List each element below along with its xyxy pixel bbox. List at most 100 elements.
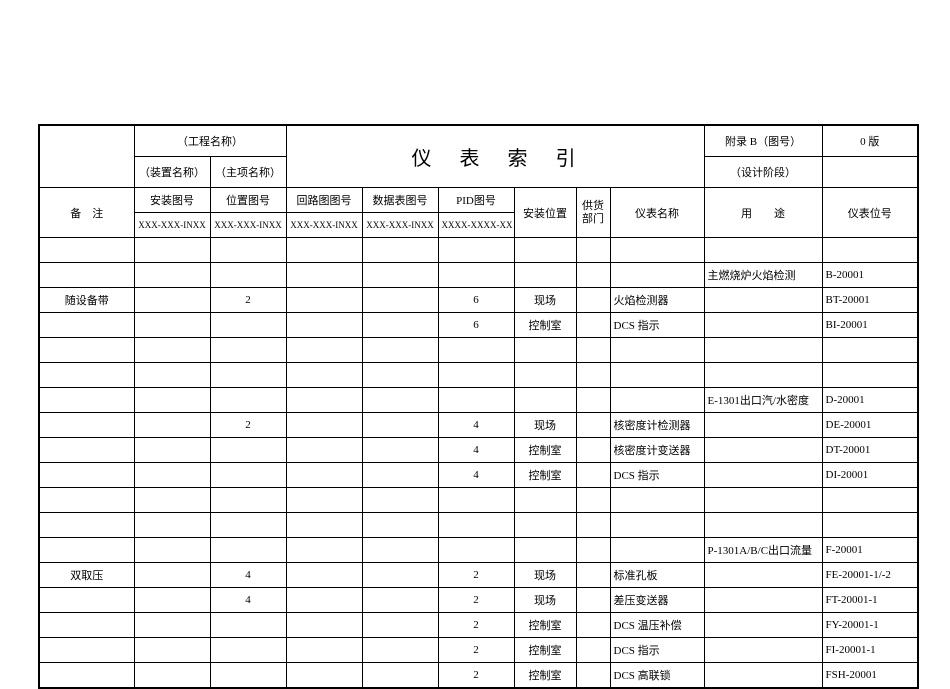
cell [134, 513, 210, 538]
cell [362, 338, 438, 363]
cell [134, 238, 210, 263]
version-label: 0 版 [822, 125, 918, 157]
cell [134, 413, 210, 438]
cell [39, 438, 134, 463]
cell [210, 513, 286, 538]
cell: 控制室 [514, 613, 576, 638]
cell [576, 463, 610, 488]
cell [438, 488, 514, 513]
cell: 现场 [514, 563, 576, 588]
cell [438, 513, 514, 538]
cell [134, 263, 210, 288]
cell [704, 463, 822, 488]
cell [576, 238, 610, 263]
table-row: 主燃烧炉火焰检测B-20001 [39, 263, 918, 288]
cell: BT-20001 [822, 288, 918, 313]
cell: 2 [438, 613, 514, 638]
cell [362, 363, 438, 388]
cell [576, 338, 610, 363]
cell [134, 488, 210, 513]
cell: 4 [438, 463, 514, 488]
cell [610, 238, 704, 263]
cell: 控制室 [514, 638, 576, 663]
cell [134, 538, 210, 563]
cell [704, 238, 822, 263]
cell [210, 613, 286, 638]
table-row: 4控制室DCS 指示DI-20001 [39, 463, 918, 488]
cell: DCS 温压补偿 [610, 613, 704, 638]
cell: 差压变送器 [610, 588, 704, 613]
header-blank-right [822, 157, 918, 188]
cell [134, 663, 210, 689]
cell [822, 363, 918, 388]
cell [210, 363, 286, 388]
instrument-index-table: （工程名称） 仪表索引 附录 B（图号） 0 版 （装置名称） （主项名称） （… [38, 124, 919, 689]
device-name: （装置名称） [134, 157, 210, 188]
cell [362, 513, 438, 538]
design-stage: （设计阶段） [704, 157, 822, 188]
cell: 2 [438, 638, 514, 663]
cell: 主燃烧炉火焰检测 [704, 263, 822, 288]
cell: DCS 指示 [610, 638, 704, 663]
table-row [39, 488, 918, 513]
project-name: （工程名称） [134, 125, 286, 157]
col-install-location: 安装位置 [514, 188, 576, 238]
cell [610, 338, 704, 363]
cell [286, 638, 362, 663]
cell: F-20001 [822, 538, 918, 563]
sub-position-drawing: XXX-XXX-INXX [210, 213, 286, 238]
cell [704, 413, 822, 438]
cell [704, 288, 822, 313]
cell: 控制室 [514, 313, 576, 338]
col-usage: 用 途 [704, 188, 822, 238]
cell [438, 538, 514, 563]
col-loop-drawing: 回路图图号 [286, 188, 362, 213]
cell [286, 463, 362, 488]
cell [362, 638, 438, 663]
cell [362, 263, 438, 288]
cell [210, 638, 286, 663]
cell: 双取压 [39, 563, 134, 588]
cell [39, 338, 134, 363]
cell [704, 513, 822, 538]
cell [286, 313, 362, 338]
cell: FE-20001-1/-2 [822, 563, 918, 588]
cell [576, 438, 610, 463]
cell: 火焰检测器 [610, 288, 704, 313]
appendix-label: 附录 B（图号） [704, 125, 822, 157]
cell [514, 488, 576, 513]
cell [286, 663, 362, 689]
cell [210, 488, 286, 513]
cell [286, 488, 362, 513]
cell [822, 513, 918, 538]
cell [576, 413, 610, 438]
cell [438, 338, 514, 363]
table-row: 随设备带26现场火焰检测器BT-20001 [39, 288, 918, 313]
cell [286, 563, 362, 588]
col-pid: PID图号 [438, 188, 514, 213]
cell [362, 563, 438, 588]
sub-pid: XXXX-XXXX-XX [438, 213, 514, 238]
cell [210, 463, 286, 488]
cell [704, 338, 822, 363]
cell [39, 463, 134, 488]
cell: B-20001 [822, 263, 918, 288]
cell [514, 538, 576, 563]
table-row: 双取压42现场标准孔板FE-20001-1/-2 [39, 563, 918, 588]
cell [514, 388, 576, 413]
cell [286, 438, 362, 463]
cell [610, 363, 704, 388]
cell [514, 263, 576, 288]
cell [286, 513, 362, 538]
cell [704, 563, 822, 588]
table-row [39, 238, 918, 263]
cell [514, 513, 576, 538]
cell: 随设备带 [39, 288, 134, 313]
cell: 2 [438, 588, 514, 613]
table-row [39, 363, 918, 388]
cell [362, 613, 438, 638]
cell [134, 313, 210, 338]
page: （工程名称） 仪表索引 附录 B（图号） 0 版 （装置名称） （主项名称） （… [0, 0, 950, 672]
cell [134, 338, 210, 363]
col-remark: 备 注 [39, 188, 134, 238]
